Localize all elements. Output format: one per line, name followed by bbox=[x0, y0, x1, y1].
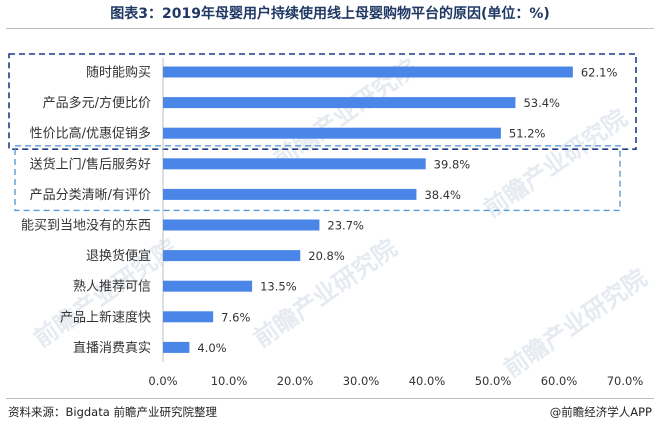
bar bbox=[163, 97, 516, 109]
bar bbox=[163, 311, 214, 323]
bar bbox=[163, 188, 417, 200]
bar bbox=[163, 158, 426, 170]
bar bbox=[163, 127, 501, 139]
value-label: 51.2% bbox=[509, 127, 546, 141]
x-tick-label: 10.0% bbox=[211, 374, 248, 388]
category-label: 直播消费真实 bbox=[73, 341, 151, 356]
title-divider bbox=[6, 28, 654, 29]
chart-title: 图表3：2019年母婴用户持续使用线上母婴购物平台的原因(单位：%) bbox=[110, 6, 550, 22]
source-note: 资料来源：Bigdata 前瞻产业研究院整理 bbox=[8, 405, 217, 419]
x-tick-label: 30.0% bbox=[343, 374, 380, 388]
bar bbox=[163, 219, 320, 231]
value-label: 13.5% bbox=[260, 280, 297, 294]
x-tick-label: 60.0% bbox=[541, 374, 578, 388]
watermark-text: 前瞻产业研究院 bbox=[479, 104, 633, 223]
value-label: 38.4% bbox=[424, 188, 461, 202]
value-label: 23.7% bbox=[327, 219, 364, 233]
value-label: 4.0% bbox=[197, 341, 226, 355]
category-label: 产品多元/方便比价 bbox=[43, 95, 151, 111]
category-label: 熟人推荐可信 bbox=[73, 279, 151, 295]
category-label: 退换货便宜 bbox=[86, 248, 151, 264]
value-label: 39.8% bbox=[434, 157, 471, 171]
value-label: 7.6% bbox=[221, 310, 250, 324]
category-label: 能买到当地没有的东西 bbox=[21, 218, 151, 234]
x-tick-label: 70.0% bbox=[607, 374, 644, 388]
category-label: 随时能购买 bbox=[86, 65, 151, 81]
value-label: 62.1% bbox=[581, 66, 618, 80]
x-tick-label: 0.0% bbox=[148, 374, 177, 388]
x-tick-label: 50.0% bbox=[475, 374, 512, 388]
highlight-box bbox=[8, 53, 637, 150]
x-tick-label: 40.0% bbox=[409, 374, 446, 388]
highlight-box bbox=[14, 145, 621, 212]
x-tick-label: 20.0% bbox=[277, 374, 314, 388]
category-label: 送货上门/售后服务好 bbox=[30, 156, 151, 172]
bar bbox=[163, 280, 253, 292]
bar bbox=[163, 66, 573, 78]
bar bbox=[163, 250, 301, 262]
category-label: 产品分类清晰/有评价 bbox=[30, 188, 151, 203]
value-label: 20.8% bbox=[308, 249, 345, 263]
watermark-text: 前瞻产业研究院 bbox=[499, 264, 653, 383]
category-label: 性价比高/优惠促销多 bbox=[30, 126, 151, 142]
bar bbox=[163, 341, 190, 353]
brand-credit: @前瞻经济学人APP bbox=[549, 405, 652, 419]
footer-divider bbox=[6, 398, 654, 399]
category-label: 产品上新速度快 bbox=[60, 309, 151, 325]
value-label: 53.4% bbox=[523, 96, 560, 110]
